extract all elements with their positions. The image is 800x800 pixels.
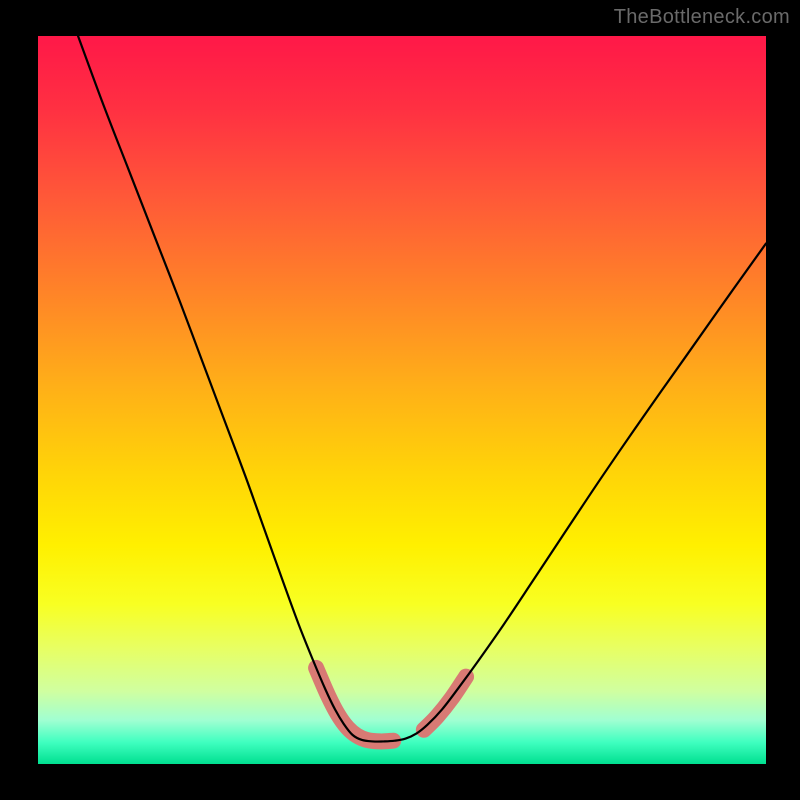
highlight-segment <box>316 668 393 742</box>
plot-area <box>38 36 766 764</box>
watermark-text: TheBottleneck.com <box>614 6 790 29</box>
bottleneck-curve <box>78 36 766 742</box>
curve-layer <box>38 36 766 764</box>
